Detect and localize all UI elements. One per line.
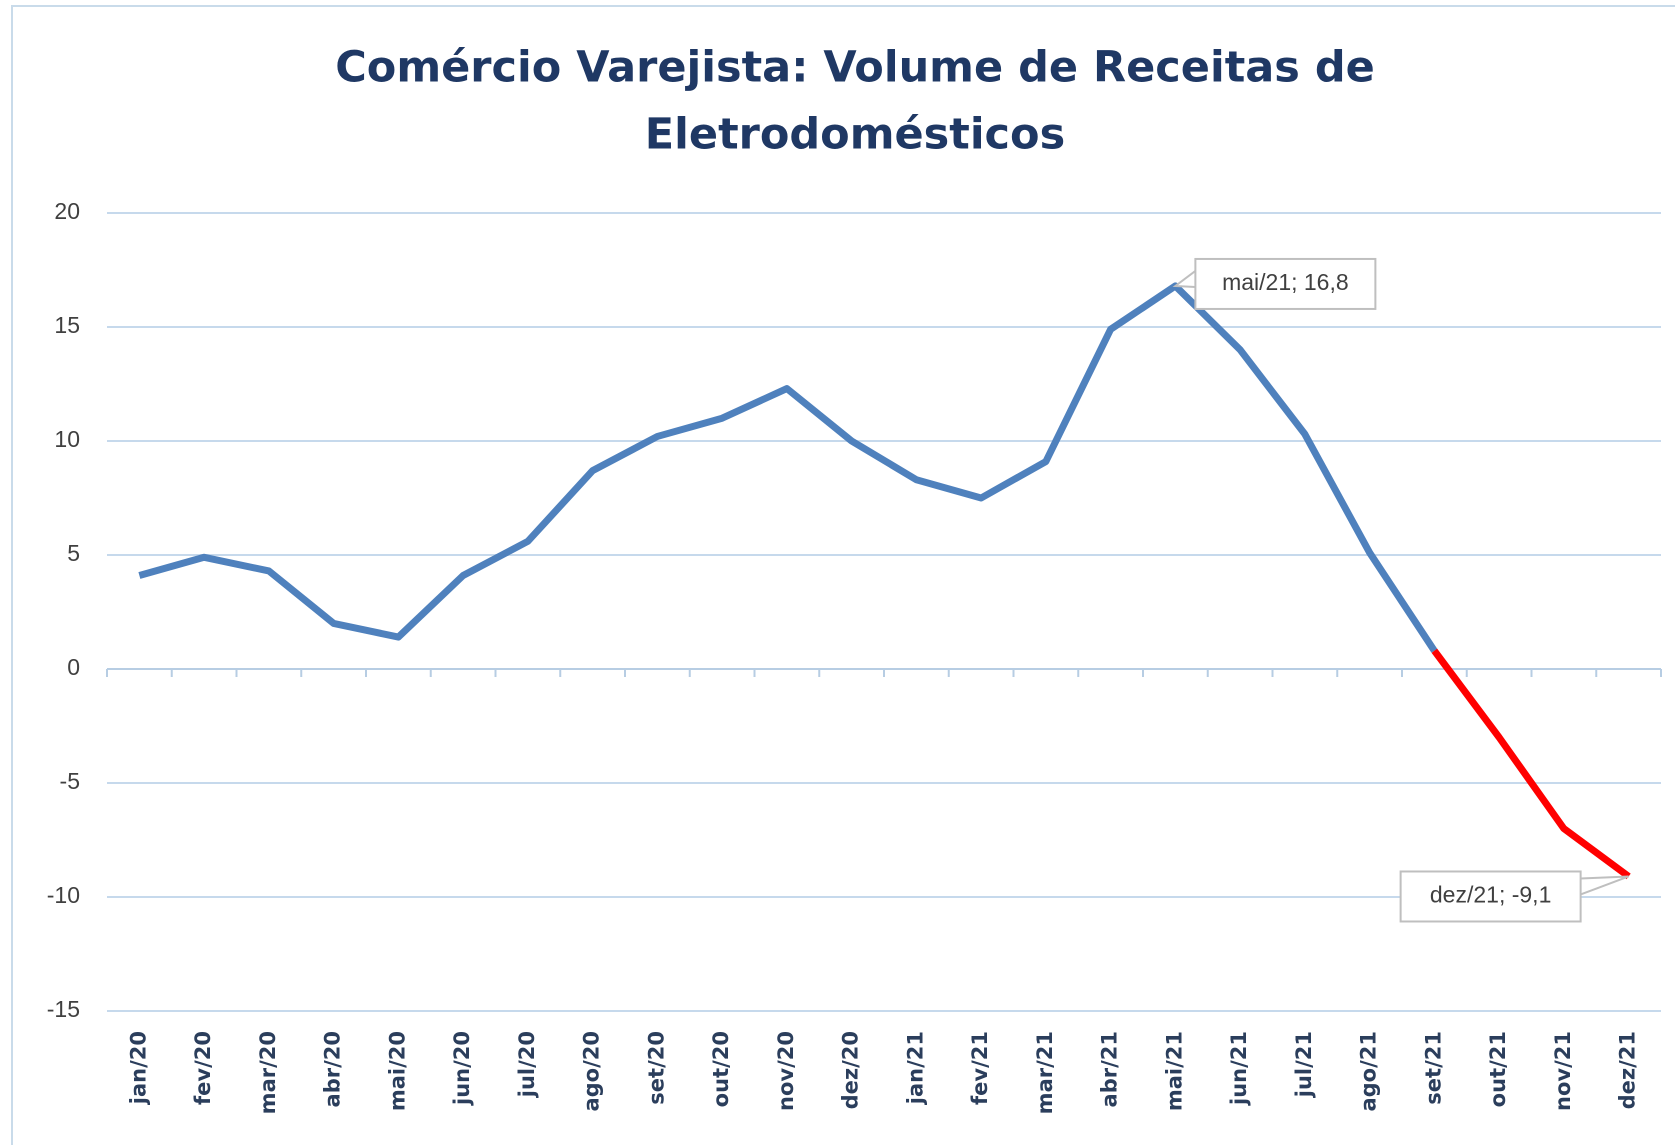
y-tick-label: -10 [47, 882, 80, 908]
series-line [1431, 648, 1631, 880]
x-tick-label: nov/21 [1551, 1031, 1575, 1111]
data-label-box [1194, 257, 1377, 310]
x-tick-label: ago/21 [1357, 1031, 1381, 1112]
x-tick-label: jun/20 [450, 1031, 474, 1106]
chart-title: Eletrodomésticos [645, 110, 1065, 160]
x-tick-label: mar/20 [256, 1031, 280, 1114]
data-label-callout [1580, 875, 1629, 896]
x-tick-label: ago/20 [580, 1031, 604, 1112]
x-tick-label: mai/21 [1162, 1031, 1186, 1111]
data-label: mai/21; 16,8 [1222, 269, 1349, 295]
y-tick-label: -15 [47, 996, 80, 1022]
y-tick-label: 5 [67, 540, 80, 566]
x-tick-label: mai/20 [385, 1031, 409, 1111]
x-tick-label: dez/21 [1616, 1031, 1640, 1109]
x-tick-label: jul/20 [515, 1031, 539, 1098]
data-label-box [1399, 870, 1582, 923]
chart-title: Comércio Varejista: Volume de Receitas d… [335, 43, 1375, 93]
y-tick-label: 20 [54, 198, 80, 224]
data-label-callout [1172, 270, 1196, 288]
x-tick-label: jun/21 [1227, 1031, 1251, 1106]
series-line [138, 282, 1438, 653]
data-label: dez/21; -9,1 [1430, 882, 1551, 908]
x-tick-label: fev/21 [968, 1031, 992, 1105]
x-tick-label: dez/20 [839, 1031, 863, 1109]
x-tick-label: mar/21 [1033, 1031, 1057, 1114]
y-tick-label: -5 [60, 768, 80, 794]
x-tick-label: fev/20 [191, 1031, 215, 1105]
x-tick-label: jul/21 [1292, 1031, 1316, 1098]
x-tick-label: out/21 [1486, 1031, 1510, 1107]
x-tick-label: abr/21 [1098, 1031, 1122, 1107]
x-tick-label: abr/20 [321, 1031, 345, 1107]
y-tick-label: 0 [67, 654, 80, 680]
y-tick-label: 10 [54, 426, 80, 452]
x-tick-label: jan/21 [903, 1031, 927, 1105]
x-tick-label: nov/20 [774, 1031, 798, 1111]
x-tick-label: jan/20 [126, 1031, 150, 1105]
x-tick-label: out/20 [709, 1031, 733, 1107]
x-tick-label: set/20 [644, 1031, 668, 1105]
chart-frame [11, 5, 1675, 1145]
y-tick-label: 15 [54, 312, 80, 338]
x-tick-label: set/21 [1421, 1031, 1445, 1105]
